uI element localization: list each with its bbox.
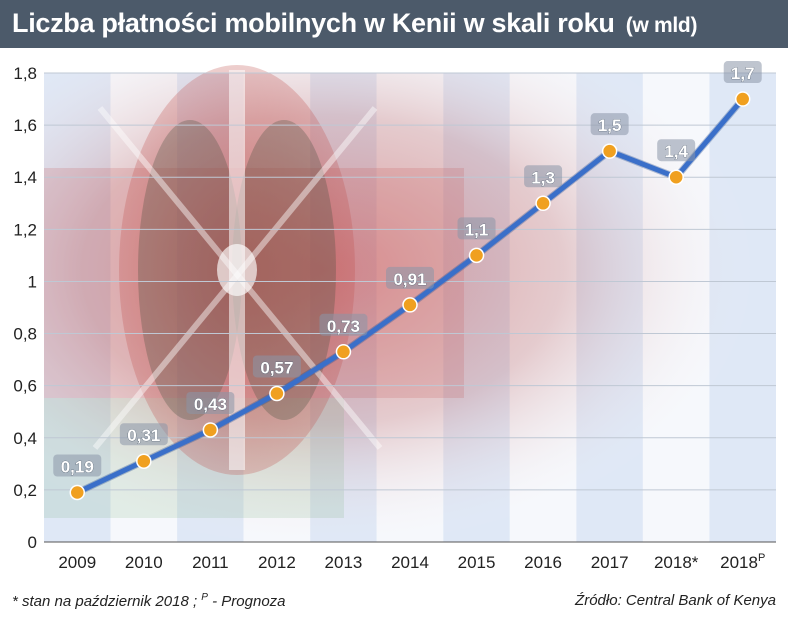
data-label: 1,4 (664, 142, 688, 161)
y-tick-label: 1,8 (13, 64, 37, 83)
data-label-bg (53, 454, 102, 477)
y-tick-label: 0,6 (13, 377, 37, 396)
data-label: 0,31 (127, 426, 160, 445)
data-point (734, 91, 751, 107)
data-label-bg (186, 391, 235, 414)
y-tick-label: 1 (28, 272, 37, 291)
chart-title-text: Liczba płatności mobilnych w Kenii w ska… (12, 8, 615, 38)
footnote: * stan na październik 2018 ; P - Prognoz… (12, 592, 286, 610)
data-point (402, 297, 418, 313)
x-tick-label: 2009 (58, 553, 96, 572)
x-tick-label: 2011 (192, 553, 229, 572)
data-label: 1,5 (598, 116, 622, 135)
data-point (69, 484, 86, 501)
data-label-bg (723, 61, 762, 84)
data-label-bg (386, 266, 434, 289)
chart-title: Liczba płatności mobilnych w Kenii w ska… (12, 8, 697, 39)
y-tick-label: 0,2 (13, 481, 37, 500)
data-label: 0,91 (393, 270, 426, 289)
data-label-bg (457, 217, 496, 240)
data-point (335, 344, 352, 360)
data-label: 0,43 (194, 395, 227, 414)
data-label-bg (590, 113, 629, 136)
x-tick-label: 2010 (125, 553, 163, 572)
data-point (668, 169, 684, 185)
spear-right (92, 106, 378, 450)
data-label: 0,19 (61, 457, 94, 476)
data-label-bg (119, 423, 168, 446)
data-point (601, 143, 618, 159)
data-label: 1,7 (731, 64, 755, 83)
y-tick-label: 0 (28, 533, 37, 552)
footnote-prefix: * stan na październik 2018 ; (12, 593, 202, 610)
x-tick-label: 2018* (654, 553, 699, 572)
data-label-bg (657, 139, 696, 162)
y-tick-label: 1,4 (13, 168, 37, 187)
data-point (468, 247, 485, 264)
shield-dark-right (232, 120, 336, 420)
x-tick-label: 2014 (391, 553, 429, 572)
shield-dark-left (138, 120, 242, 420)
y-tick-label: 0,8 (13, 325, 37, 344)
data-label-bg (252, 355, 301, 378)
data-label: 0,57 (260, 358, 293, 377)
x-tick-label: 2013 (325, 553, 363, 572)
data-label-bg (319, 313, 368, 336)
footnote-suffix: - Prognoza (207, 593, 286, 610)
x-tick-label: 2018P (720, 552, 765, 572)
data-label: 0,73 (327, 317, 360, 336)
data-label-bg (524, 165, 563, 188)
source-note: Źródło: Central Bank of Kenya (575, 592, 776, 609)
x-tick-label: 2015 (458, 553, 496, 572)
y-tick-label: 0,4 (13, 429, 37, 448)
chart-title-unit: (w mld) (625, 14, 698, 37)
shield-center (217, 244, 257, 296)
data-label: 1,3 (531, 168, 555, 187)
spear-left (97, 106, 383, 450)
y-tick-label: 1,6 (13, 116, 37, 135)
data-point (269, 385, 285, 402)
chart-area: 0 0,2 0,4 0,6 0,8 1 1,2 1,4 1,6 1,8 2009 2010 2011 20… (13, 61, 776, 572)
data-point (535, 195, 551, 212)
data-label: 1,1 (465, 220, 489, 239)
x-tick-label: 2017 (591, 553, 629, 572)
title-bar: Liczba płatności mobilnych w Kenii w ska… (0, 0, 788, 48)
x-tick-label: 2012 (258, 553, 296, 572)
y-tick-label: 1,2 (13, 220, 37, 239)
x-tick-label: 2016 (524, 553, 562, 572)
data-point (202, 422, 219, 438)
footnote-superscript: P (201, 592, 208, 603)
data-point (136, 453, 152, 469)
